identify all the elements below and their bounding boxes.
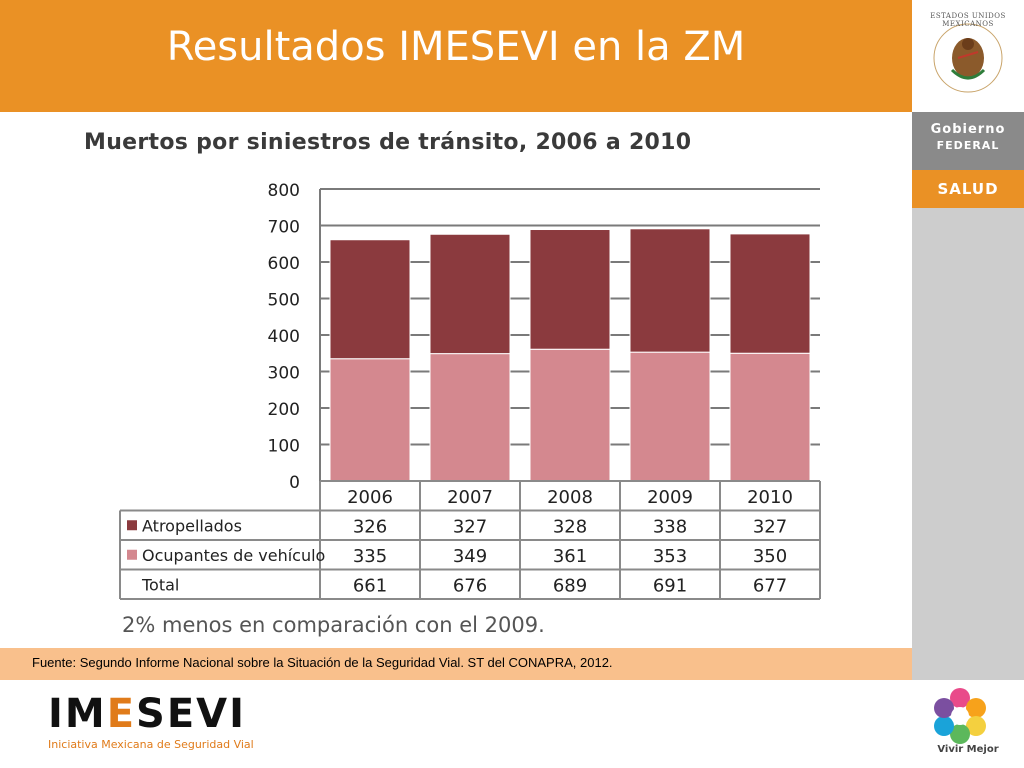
source-text: Fuente: Segundo Informe Nacional sobre l… xyxy=(32,655,613,670)
bar-2010-ocupantes xyxy=(729,352,811,482)
y-tick-label: 300 xyxy=(268,364,300,384)
bar-2007-ocupantes xyxy=(429,353,511,482)
legend-label: Atropellados xyxy=(142,516,242,535)
data-label: 327 xyxy=(453,516,487,537)
y-tick-label: 800 xyxy=(268,181,300,201)
imesevi-tagline: Iniciativa Mexicana de Seguridad Vial xyxy=(48,738,254,751)
data-label: 350 xyxy=(753,546,787,567)
salud-badge: SALUD xyxy=(912,170,1024,208)
bar-2007-atropellados xyxy=(429,233,511,355)
header-bar: Resultados IMESEVI en la ZM xyxy=(0,0,912,112)
data-label: 327 xyxy=(753,516,787,537)
vivir-mejor-label: Vivir Mejor xyxy=(937,744,999,755)
data-label: 335 xyxy=(353,546,387,567)
bar-2006-atropellados xyxy=(329,239,411,360)
bar-2008-atropellados xyxy=(529,229,611,350)
seal: ESTADOS UNIDOS MEXICANOS xyxy=(912,0,1024,112)
total-label: 661 xyxy=(353,575,387,596)
seal-text: ESTADOS UNIDOS MEXICANOS xyxy=(930,12,1006,28)
imesevi-logo: IMESEVI xyxy=(48,694,246,734)
total-label: 689 xyxy=(553,575,587,596)
bar-2006-ocupantes xyxy=(329,358,411,482)
slide-title: Resultados IMESEVI en la ZM xyxy=(166,24,746,70)
federal-label: FEDERAL xyxy=(936,139,1000,152)
data-label: 338 xyxy=(653,516,687,537)
legend-swatch xyxy=(127,520,137,531)
legend-swatch xyxy=(127,549,137,560)
gobierno-label: Gobierno xyxy=(930,122,1006,137)
data-label: 349 xyxy=(453,546,487,567)
total-label: 691 xyxy=(653,575,687,596)
table-background xyxy=(120,510,820,599)
stacked-bar-chart: 0 100 200 300 400 500 600 700 800 2006 2007 2008 200… xyxy=(119,181,821,600)
data-label: 328 xyxy=(553,516,587,537)
vivir-mejor-flower-icon xyxy=(934,688,986,744)
legend-label: Ocupantes de vehículo xyxy=(142,546,325,565)
source-bar: Fuente: Segundo Informe Nacional sobre l… xyxy=(0,648,912,680)
y-tick-label: 100 xyxy=(268,437,300,457)
category-label: 2010 xyxy=(747,487,793,508)
total-row-label: Total xyxy=(141,575,179,594)
y-tick-label: 400 xyxy=(268,327,300,347)
salud-label: SALUD xyxy=(937,180,999,198)
total-label: 677 xyxy=(753,575,787,596)
data-label: 361 xyxy=(553,546,587,567)
category-label: 2006 xyxy=(347,487,393,508)
y-tick-label: 0 xyxy=(289,473,300,493)
bar-2009-atropellados xyxy=(629,228,711,353)
bar-2009-ocupantes xyxy=(629,351,711,482)
logo-accent: E xyxy=(106,691,137,737)
bar-2008-ocupantes xyxy=(529,348,611,482)
bar-2010-atropellados xyxy=(729,233,811,354)
eagle-seal-icon xyxy=(933,23,1003,93)
y-tick-label: 200 xyxy=(268,400,300,420)
total-label: 676 xyxy=(453,575,487,596)
logo-prefix: IM xyxy=(48,691,107,737)
sidebar: ESTADOS UNIDOS MEXICANOS Gobierno FEDERA… xyxy=(912,0,1024,768)
data-label: 353 xyxy=(653,546,687,567)
sidebar-panel xyxy=(912,208,1024,680)
y-tick-label: 700 xyxy=(268,218,300,238)
logo-suffix: SEVI xyxy=(136,691,246,737)
category-label: 2008 xyxy=(547,487,593,508)
y-tick-label: 600 xyxy=(268,254,300,274)
y-tick-label: 500 xyxy=(268,291,300,311)
chart-title: Muertos por siniestros de tránsito, 2006… xyxy=(84,130,692,155)
data-label: 326 xyxy=(353,516,387,537)
category-label: 2007 xyxy=(447,487,493,508)
comparison-note: 2% menos en comparación con el 2009. xyxy=(122,613,545,637)
gobierno-federal-badge: Gobierno FEDERAL xyxy=(912,112,1024,170)
category-label: 2009 xyxy=(647,487,693,508)
